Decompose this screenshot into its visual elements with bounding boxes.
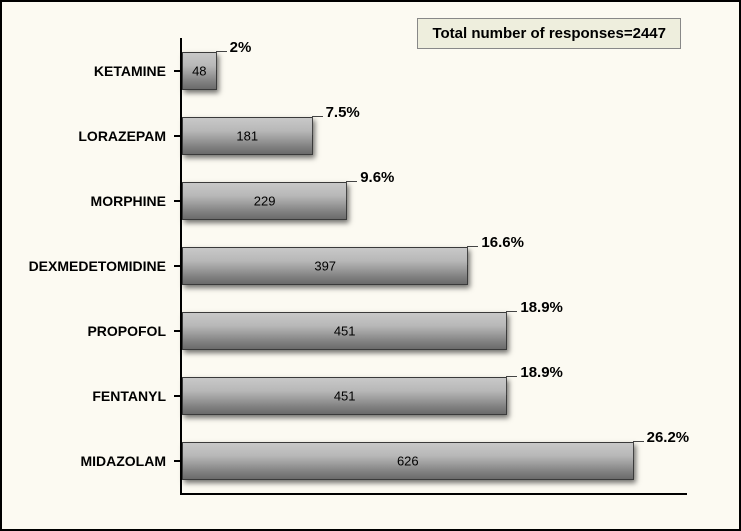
bar-value-label: 48 [192, 63, 206, 78]
bar: 62626.2% [182, 442, 634, 480]
leader-line [216, 51, 227, 70]
y-axis-tick [174, 135, 182, 137]
leader-line [506, 311, 517, 330]
bar-category-label: MORPHINE [91, 193, 166, 209]
bar-percent-label: 16.6% [481, 234, 524, 251]
bar-category-label: PROPOFOL [87, 323, 166, 339]
bar-value-label: 397 [314, 258, 336, 273]
bar: 39716.6% [182, 247, 468, 285]
bar-category-label: LORAZEPAM [78, 128, 166, 144]
bar-value-label: 229 [254, 193, 276, 208]
bar: 2299.6% [182, 182, 347, 220]
plot-area: KETAMINE482%LORAZEPAM1817.5%MORPHINE2299… [180, 38, 687, 495]
leader-line [467, 246, 478, 265]
bar-value-label: 181 [236, 128, 258, 143]
leader-line [633, 441, 644, 460]
bar-category-label: KETAMINE [94, 63, 166, 79]
y-axis-tick [174, 265, 182, 267]
leader-line [346, 181, 357, 200]
bar-percent-label: 9.6% [360, 169, 394, 186]
y-axis-tick [174, 200, 182, 202]
bar-value-label: 451 [334, 388, 356, 403]
bar: 1817.5% [182, 117, 313, 155]
y-axis-tick [174, 70, 182, 72]
bar-category-label: FENTANYL [92, 388, 166, 404]
bar-percent-label: 18.9% [520, 364, 563, 381]
y-axis-tick [174, 330, 182, 332]
bar-percent-label: 18.9% [520, 299, 563, 316]
bar: 45118.9% [182, 377, 507, 415]
chart-container: Total number of responses=2447 KETAMINE4… [0, 0, 741, 531]
leader-line [312, 116, 323, 135]
leader-line [506, 376, 517, 395]
bar-value-label: 451 [334, 323, 356, 338]
y-axis-tick [174, 460, 182, 462]
bar-category-label: MIDAZOLAM [80, 453, 166, 469]
y-axis-tick [174, 395, 182, 397]
bar: 482% [182, 52, 217, 90]
bar-percent-label: 7.5% [326, 104, 360, 121]
bar-percent-label: 26.2% [647, 429, 690, 446]
bar: 45118.9% [182, 312, 507, 350]
bar-percent-label: 2% [230, 39, 252, 56]
bar-value-label: 626 [397, 453, 419, 468]
bar-category-label: DEXMEDETOMIDINE [29, 258, 166, 274]
